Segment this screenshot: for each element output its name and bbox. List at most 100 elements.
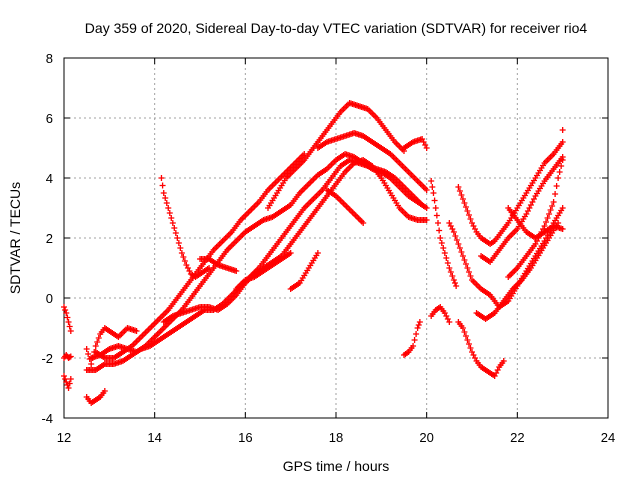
- series-track-16: [287, 250, 321, 292]
- data-point: [63, 310, 70, 316]
- data-point: [449, 273, 456, 279]
- data-point: [559, 127, 566, 133]
- data-point: [95, 335, 102, 341]
- data-point: [550, 199, 557, 205]
- data-point: [177, 245, 184, 251]
- data-point: [314, 250, 321, 256]
- data-point: [160, 190, 167, 196]
- data-point: [63, 379, 70, 385]
- data-point: [415, 322, 422, 328]
- data-point: [465, 269, 472, 275]
- data-point: [411, 337, 418, 343]
- series-track-9: [158, 175, 213, 280]
- data-point: [435, 220, 441, 226]
- data-point: [163, 200, 170, 206]
- data-point: [174, 235, 181, 241]
- data-point: [67, 353, 74, 360]
- data-point: [437, 235, 444, 241]
- y-tick-label: 0: [46, 291, 53, 306]
- data-point: [467, 216, 474, 222]
- data-point: [458, 249, 465, 255]
- series-track-27: [478, 154, 566, 265]
- series-track-24: [473, 220, 562, 322]
- data-point: [429, 184, 436, 190]
- x-tick-labels: 12 14 16 18 20 22 24: [57, 430, 615, 445]
- series-track-5: [83, 325, 140, 367]
- data-point: [67, 328, 74, 334]
- series-track-23: [455, 319, 507, 379]
- data-point: [438, 240, 445, 246]
- data-point: [62, 307, 69, 313]
- data-point: [180, 254, 187, 260]
- x-tick-label: 24: [601, 430, 615, 445]
- data-point: [133, 328, 140, 334]
- data-point: [541, 223, 548, 229]
- data-point: [462, 204, 469, 210]
- data-point: [432, 205, 439, 211]
- data-point: [65, 319, 72, 325]
- y-tick-label: 6: [46, 111, 53, 126]
- data-point: [552, 191, 559, 197]
- data-point: [414, 325, 421, 331]
- series-track-18: [401, 319, 423, 358]
- y-tick-label: 8: [46, 51, 53, 66]
- x-tick-label: 16: [238, 430, 252, 445]
- data-point: [452, 280, 458, 286]
- data-point: [500, 358, 507, 364]
- series-track-11: [233, 250, 294, 292]
- data-point: [83, 346, 90, 352]
- data-point: [67, 376, 74, 382]
- series-track-10: [160, 157, 430, 325]
- data-point: [436, 227, 443, 234]
- y-tick-label: -4: [41, 411, 53, 426]
- data-point: [458, 192, 465, 198]
- data-point: [467, 273, 474, 279]
- series-track-15: [323, 187, 367, 226]
- data-point: [66, 354, 73, 361]
- data-point: [172, 230, 179, 236]
- y-axis-label: SDTVAR / TECUs: [7, 182, 23, 294]
- data-point: [181, 258, 188, 264]
- data-point: [423, 205, 430, 211]
- data-point: [559, 154, 566, 160]
- series-track-20: [428, 304, 453, 325]
- data-point: [450, 229, 457, 235]
- data-point: [416, 319, 423, 325]
- series-track-21: [455, 139, 566, 247]
- series-track-17: [401, 136, 430, 151]
- data-point: [423, 217, 430, 223]
- data-point: [467, 345, 474, 351]
- data-point: [175, 240, 182, 246]
- data-point: [461, 200, 468, 206]
- data-point: [459, 253, 466, 259]
- data-point: [559, 205, 566, 211]
- series-track-1: [61, 304, 74, 334]
- series-track-19: [428, 178, 460, 289]
- data-point: [556, 169, 563, 175]
- data-point: [178, 250, 185, 256]
- data-point: [431, 197, 438, 204]
- data-point: [169, 220, 176, 226]
- data-point: [287, 250, 294, 256]
- data-point: [61, 373, 67, 379]
- data-point: [168, 215, 175, 221]
- data-point: [162, 195, 169, 201]
- data-point: [166, 210, 173, 216]
- data-point: [546, 211, 553, 217]
- data-point: [410, 343, 417, 349]
- x-tick-label: 20: [419, 430, 433, 445]
- x-tick-label: 18: [329, 430, 343, 445]
- series-track-14: [314, 130, 430, 193]
- data-point: [66, 380, 73, 387]
- data-point: [461, 257, 468, 263]
- data-point: [360, 220, 367, 226]
- data-point: [555, 175, 562, 181]
- data-point: [462, 333, 469, 339]
- data-point: [447, 269, 454, 275]
- data-point: [433, 212, 440, 219]
- data-point: [441, 250, 448, 256]
- data-point: [92, 343, 99, 349]
- data-point: [450, 277, 457, 283]
- data-point: [547, 207, 554, 213]
